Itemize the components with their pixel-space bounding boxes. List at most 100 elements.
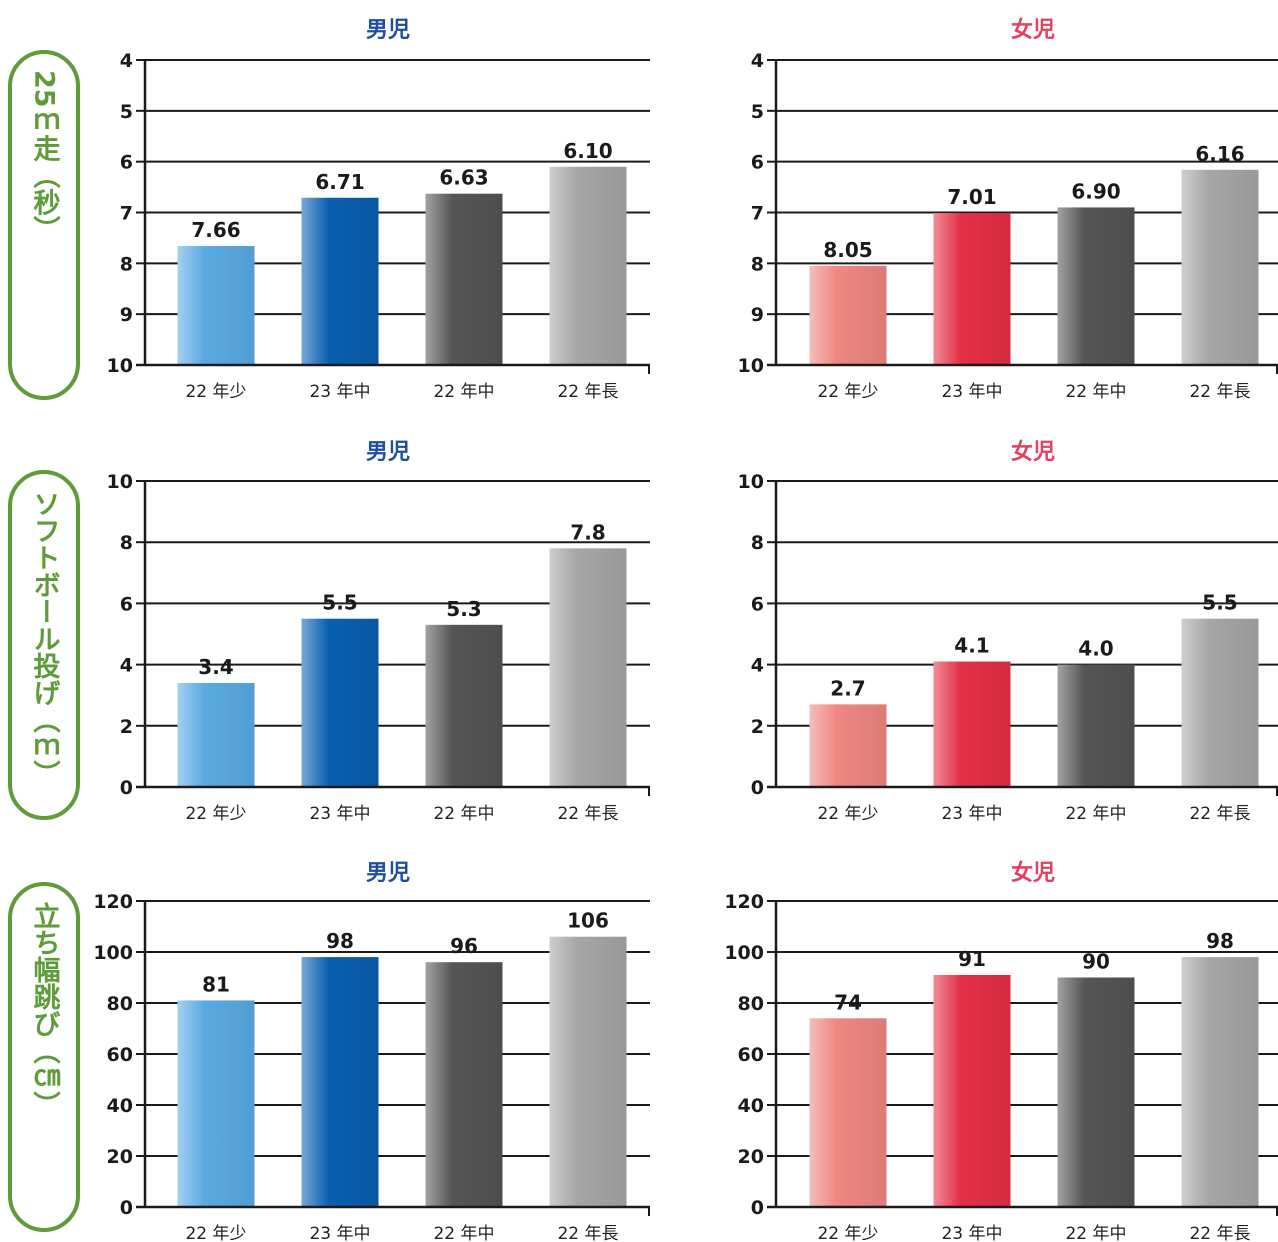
y-tick-label: 5 xyxy=(120,101,133,123)
bar xyxy=(549,936,627,1207)
x-tick-label: 22 年中 xyxy=(433,804,494,824)
data-label: 5.5 xyxy=(1202,591,1237,615)
x-tick-label: 22 年中 xyxy=(1065,1224,1126,1242)
row-label: ソフトボール投げ（ｍ） xyxy=(29,490,61,787)
x-tick-label: 22 年長 xyxy=(557,382,618,402)
y-tick-label: 8 xyxy=(751,532,764,554)
data-label: 6.63 xyxy=(439,166,488,190)
bar xyxy=(1181,957,1259,1207)
chart-title: 男児 xyxy=(366,440,410,465)
chart-title: 女児 xyxy=(1011,439,1055,465)
y-tick-label: 6 xyxy=(751,593,764,615)
x-tick-label: 22 年長 xyxy=(1189,382,1250,402)
row-label: 立ち幅跳び（㎝） xyxy=(29,901,61,1118)
data-label: 2.7 xyxy=(830,676,865,700)
bar xyxy=(301,618,379,787)
data-label: 6.71 xyxy=(315,170,364,194)
bar xyxy=(425,624,503,787)
y-tick-label: 7 xyxy=(120,203,133,225)
row-label: 25ｍ走（秒） xyxy=(29,70,61,243)
row-label-frame xyxy=(8,50,80,400)
bar xyxy=(1057,664,1135,787)
y-tick-label: 4 xyxy=(751,655,764,677)
y-tick-label: 2 xyxy=(120,716,133,738)
y-tick-label: 0 xyxy=(751,1197,764,1219)
y-tick-label: 10 xyxy=(738,355,764,377)
bar xyxy=(177,1000,255,1207)
x-tick-label: 23 年中 xyxy=(309,1224,370,1242)
bar xyxy=(301,957,379,1207)
x-tick-label: 23 年中 xyxy=(309,804,370,824)
chart-panel: 女児 4 5 6 7 8 9 10 8.05 22 年少 7.01 23 年中 6.90 22 年中 6.1… xyxy=(738,17,1278,402)
chart-panel: 女児 10 8 6 4 2 0 2.7 22 年少 4.1 23 年中 4.0 22 年中 5.5 22 年… xyxy=(738,439,1278,824)
bar xyxy=(1057,207,1135,365)
data-label: 6.90 xyxy=(1071,179,1120,203)
data-label: 91 xyxy=(958,947,986,971)
bar xyxy=(549,548,627,787)
data-label: 98 xyxy=(1206,929,1234,953)
y-tick-label: 8 xyxy=(120,253,133,275)
data-label: 8.05 xyxy=(823,238,872,262)
y-tick-label: 0 xyxy=(120,1197,133,1219)
y-tick-label: 9 xyxy=(751,304,764,326)
y-tick-label: 120 xyxy=(93,891,133,913)
y-tick-label: 6 xyxy=(751,152,764,174)
bar xyxy=(177,682,255,787)
y-tick-label: 4 xyxy=(120,655,133,677)
y-tick-label: 4 xyxy=(120,50,133,72)
chart-title: 男児 xyxy=(366,861,410,886)
y-tick-label: 8 xyxy=(751,253,764,275)
data-label: 3.4 xyxy=(198,655,233,679)
data-label: 90 xyxy=(1082,950,1110,974)
bar xyxy=(425,193,503,365)
y-tick-label: 9 xyxy=(120,304,133,326)
y-tick-label: 60 xyxy=(738,1044,764,1066)
bar xyxy=(177,246,255,365)
y-tick-label: 20 xyxy=(107,1146,133,1168)
y-tick-label: 80 xyxy=(107,993,133,1015)
x-tick-label: 22 年長 xyxy=(1189,804,1250,824)
bar xyxy=(933,974,1011,1207)
bar xyxy=(933,213,1011,365)
x-tick-label: 22 年中 xyxy=(1065,382,1126,402)
y-tick-label: 10 xyxy=(107,355,133,377)
bar xyxy=(809,704,887,787)
bar xyxy=(301,197,379,365)
x-tick-label: 22 年少 xyxy=(817,804,878,824)
x-tick-label: 23 年中 xyxy=(941,804,1002,824)
data-label: 7.8 xyxy=(570,520,605,544)
x-tick-label: 23 年中 xyxy=(941,382,1002,402)
data-label: 7.01 xyxy=(947,185,996,209)
y-tick-label: 100 xyxy=(724,942,764,964)
x-tick-label: 22 年中 xyxy=(433,1224,494,1242)
bar xyxy=(809,1018,887,1207)
data-label: 6.16 xyxy=(1195,142,1244,166)
y-tick-label: 6 xyxy=(120,152,133,174)
y-tick-label: 5 xyxy=(751,101,764,123)
data-label: 4.0 xyxy=(1078,637,1113,661)
x-tick-label: 22 年中 xyxy=(1065,804,1126,824)
data-label: 7.66 xyxy=(191,218,240,242)
bar xyxy=(809,265,887,365)
chart-title: 男児 xyxy=(366,18,410,43)
bar xyxy=(1057,977,1135,1207)
chart-title: 女児 xyxy=(1011,17,1055,43)
data-label: 5.3 xyxy=(446,597,481,621)
x-tick-label: 22 年少 xyxy=(185,1224,246,1242)
row-label-frame xyxy=(8,882,80,1232)
bar xyxy=(425,962,503,1207)
data-label: 74 xyxy=(834,990,862,1014)
y-tick-label: 80 xyxy=(738,993,764,1015)
y-tick-label: 100 xyxy=(93,942,133,964)
y-tick-label: 7 xyxy=(751,203,764,225)
x-tick-label: 22 年少 xyxy=(817,1224,878,1242)
bar xyxy=(933,661,1011,787)
y-tick-label: 120 xyxy=(724,891,764,913)
y-tick-label: 6 xyxy=(120,593,133,615)
chart-title: 女児 xyxy=(1011,860,1055,886)
y-tick-label: 2 xyxy=(751,716,764,738)
data-label: 98 xyxy=(326,929,354,953)
y-tick-label: 4 xyxy=(751,50,764,72)
y-tick-label: 8 xyxy=(120,532,133,554)
row-label-frame xyxy=(8,470,80,820)
